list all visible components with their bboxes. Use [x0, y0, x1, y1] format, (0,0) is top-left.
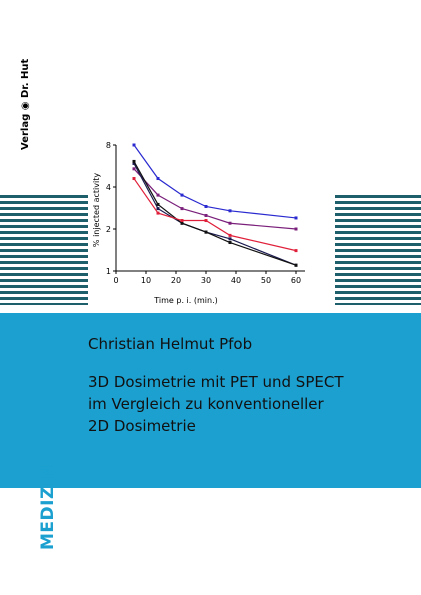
- y-tick-label: 4: [106, 183, 111, 192]
- x-tick-label: 10: [141, 276, 151, 285]
- marker: [132, 177, 136, 181]
- marker: [132, 159, 136, 163]
- marker: [156, 193, 160, 197]
- author: Christian Helmut Pfob: [88, 335, 253, 353]
- marker: [294, 263, 298, 267]
- marker: [132, 161, 136, 165]
- marker: [228, 237, 232, 241]
- stripes: [335, 195, 421, 305]
- marker: [156, 207, 160, 211]
- marker: [180, 219, 184, 223]
- publisher-logo: Verlag ◉ Dr. Hut: [20, 58, 31, 150]
- y-tick-label: 8: [106, 141, 111, 150]
- marker: [294, 227, 298, 231]
- stripes: [0, 195, 88, 305]
- title-line: im Vergleich zu konventioneller: [88, 395, 324, 413]
- marker: [180, 193, 184, 197]
- x-tick-label: 20: [171, 276, 181, 285]
- series-line: [133, 168, 297, 230]
- marker: [294, 216, 298, 220]
- series-line: [133, 144, 297, 219]
- marker: [228, 221, 232, 225]
- marker: [132, 143, 136, 147]
- y-axis-label: % injected activity: [92, 173, 101, 247]
- chart: Time p. i. (min.) % injected activity 1 2…: [92, 141, 305, 305]
- marker: [204, 230, 208, 234]
- marker: [204, 213, 208, 217]
- title-line: 3D Dosimetrie mit PET und SPECT: [88, 373, 344, 391]
- x-axis-label: Time p. i. (min.): [153, 296, 217, 305]
- x-tick-label: 30: [201, 276, 211, 285]
- x-tick-label: 50: [261, 276, 271, 285]
- marker: [180, 207, 184, 211]
- marker: [228, 233, 232, 237]
- marker: [156, 177, 160, 181]
- marker: [204, 204, 208, 208]
- title-band: Christian Helmut Pfob 3D Dosimetrie mit …: [0, 313, 421, 488]
- marker: [180, 221, 184, 225]
- y-tick-label: 2: [106, 225, 111, 234]
- marker: [156, 202, 160, 206]
- y-tick-label: 1: [106, 267, 111, 276]
- series-label: MEDIZIN: [38, 464, 58, 550]
- series-line: [133, 161, 297, 266]
- x-tick-label: 40: [231, 276, 241, 285]
- title-line: 2D Dosimetrie: [88, 417, 196, 435]
- marker: [204, 219, 208, 223]
- x-tick-label: 0: [113, 276, 118, 285]
- marker: [228, 209, 232, 213]
- publisher: Verlag: [20, 113, 31, 150]
- publisher: Dr. Hut: [20, 58, 31, 99]
- x-tick-label: 60: [291, 276, 301, 285]
- marker: [294, 249, 298, 253]
- marker: [132, 167, 136, 171]
- marker: [228, 241, 232, 245]
- series-line: [133, 178, 297, 252]
- marker: [156, 211, 160, 215]
